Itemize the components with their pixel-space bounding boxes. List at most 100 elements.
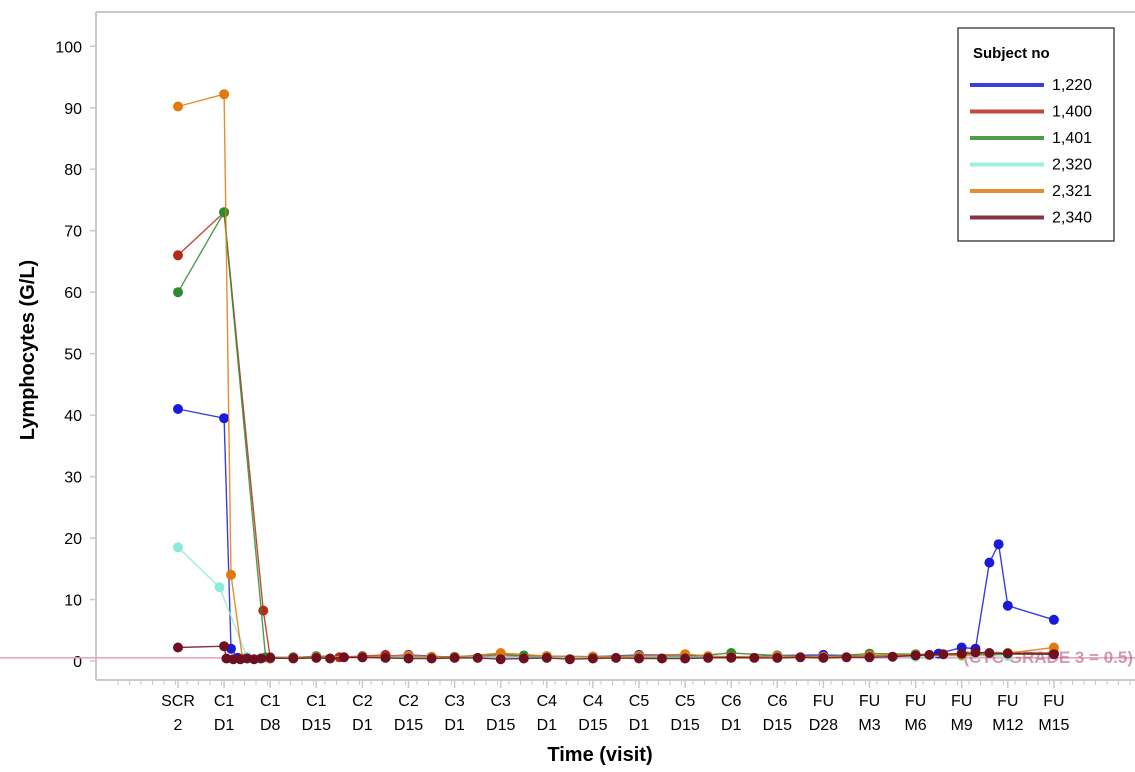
x-tick-label-line2: M12 bbox=[992, 717, 1023, 734]
x-tick-label-line1: C2 bbox=[352, 693, 373, 710]
y-tick-label: 90 bbox=[64, 101, 82, 118]
data-point bbox=[518, 653, 529, 664]
legend-item: 1,400 bbox=[970, 104, 1092, 121]
data-point bbox=[214, 582, 225, 593]
data-point bbox=[219, 413, 230, 424]
x-tick-label-line2: D1 bbox=[721, 717, 742, 734]
x-tick-label-line1: C4 bbox=[537, 693, 558, 710]
data-point bbox=[1048, 614, 1059, 625]
x-tick-label-line2: M9 bbox=[951, 717, 973, 734]
y-tick-label: 80 bbox=[64, 162, 82, 179]
x-tick-label-line1: FU bbox=[997, 693, 1018, 710]
data-point bbox=[611, 652, 621, 663]
y-tick-label: 40 bbox=[64, 408, 82, 425]
y-tick-label: 100 bbox=[55, 39, 82, 56]
x-tick-label-line2: D1 bbox=[537, 717, 558, 734]
data-point bbox=[228, 654, 239, 665]
data-point bbox=[984, 557, 995, 568]
data-point bbox=[564, 654, 575, 665]
series-2321 bbox=[173, 89, 1059, 664]
legend-title: Subject no bbox=[973, 45, 1050, 62]
data-point bbox=[357, 652, 368, 663]
x-tick-label-line1: C1 bbox=[260, 693, 281, 710]
x-tick-label-line1: SCR bbox=[161, 693, 195, 710]
y-axis: 0 10 20 30 40 50 60 70 80 90 100 bbox=[55, 39, 96, 671]
x-tick-label-line1: C6 bbox=[721, 693, 742, 710]
series-1401 bbox=[173, 207, 1059, 663]
legend-label: 1,220 bbox=[1052, 77, 1092, 94]
legend-label: 2,320 bbox=[1052, 157, 1092, 174]
y-tick-label: 20 bbox=[64, 531, 82, 548]
x-tick-label-line1: C3 bbox=[444, 693, 465, 710]
data-point bbox=[449, 652, 460, 663]
data-point bbox=[726, 652, 737, 663]
x-tick-label-line2: D1 bbox=[214, 717, 235, 734]
data-point bbox=[173, 287, 183, 298]
series-line bbox=[177, 93, 1054, 660]
legend-label: 1,401 bbox=[1052, 130, 1092, 147]
x-tick-label-line1: FU bbox=[905, 693, 926, 710]
series-1400 bbox=[173, 207, 1059, 663]
data-point bbox=[472, 652, 483, 663]
data-point bbox=[772, 652, 783, 663]
x-tick-label-line2: 2 bbox=[174, 717, 183, 734]
data-point bbox=[587, 653, 598, 664]
data-point bbox=[226, 569, 236, 580]
x-tick-label-line2: D1 bbox=[352, 717, 373, 734]
x-tick-label-line1: C2 bbox=[398, 693, 419, 710]
series-line bbox=[177, 210, 1054, 659]
series-2320 bbox=[173, 542, 1013, 663]
data-point bbox=[1002, 648, 1013, 659]
data-point bbox=[1048, 649, 1059, 660]
data-point bbox=[956, 648, 967, 659]
x-tick-label-line1: C6 bbox=[767, 693, 788, 710]
data-point bbox=[265, 652, 276, 663]
data-point bbox=[173, 542, 183, 553]
series-line bbox=[177, 408, 1055, 660]
x-tick-label-line2: D15 bbox=[670, 717, 699, 734]
x-tick-label-line1: FU bbox=[1043, 693, 1064, 710]
data-point bbox=[910, 650, 921, 661]
data-point bbox=[173, 642, 183, 653]
data-point bbox=[657, 653, 667, 664]
data-point bbox=[970, 647, 981, 658]
x-axis-title: Time (visit) bbox=[547, 744, 652, 766]
data-point bbox=[219, 207, 230, 218]
x-tick-label-line2: D15 bbox=[763, 717, 792, 734]
series-1220 bbox=[173, 404, 1059, 664]
x-minor-ticks bbox=[117, 680, 1131, 685]
legend-items: 1,220 1,400 1,401 2,320 2,321 2,340 bbox=[970, 77, 1092, 227]
y-axis-title: Lymphocytes (G/L) bbox=[17, 260, 39, 440]
x-tick-label-line1: FU bbox=[813, 693, 834, 710]
x-tick-label-line1: C1 bbox=[306, 693, 327, 710]
data-point bbox=[403, 653, 414, 664]
legend-item: 2,320 bbox=[970, 157, 1092, 174]
data-point bbox=[887, 651, 898, 662]
data-point bbox=[818, 652, 829, 663]
legend-item: 2,340 bbox=[970, 210, 1092, 227]
x-tick-label-line2: D28 bbox=[809, 717, 838, 734]
series-line bbox=[177, 546, 1008, 659]
x-tick-label-line2: M6 bbox=[904, 717, 926, 734]
y-tick-label: 10 bbox=[64, 593, 82, 610]
data-point bbox=[219, 89, 230, 100]
x-tick-label-line2: D15 bbox=[486, 717, 515, 734]
x-tick-label-line1: C4 bbox=[583, 693, 604, 710]
data-point bbox=[173, 250, 183, 261]
data-point bbox=[864, 652, 875, 663]
data-point bbox=[541, 652, 552, 663]
x-tick-label-line1: C5 bbox=[675, 693, 696, 710]
x-tick-label-line1: FU bbox=[951, 693, 972, 710]
data-point bbox=[311, 652, 322, 663]
x-axis: SCR 2 C1 D1 C1 D8 C1 D15 C2 D1 C2 D15 C3 D1 C3 D15 C4 D1 C… bbox=[161, 680, 1070, 734]
legend-item: 1,220 bbox=[970, 77, 1092, 94]
data-point bbox=[680, 653, 691, 664]
data-point bbox=[288, 653, 299, 664]
data-point bbox=[984, 648, 995, 658]
data-point bbox=[841, 652, 852, 663]
x-tick-label-line2: D1 bbox=[444, 717, 465, 734]
x-tick-label-line1: FU bbox=[859, 693, 880, 710]
data-point bbox=[938, 649, 949, 660]
data-point bbox=[256, 653, 266, 664]
